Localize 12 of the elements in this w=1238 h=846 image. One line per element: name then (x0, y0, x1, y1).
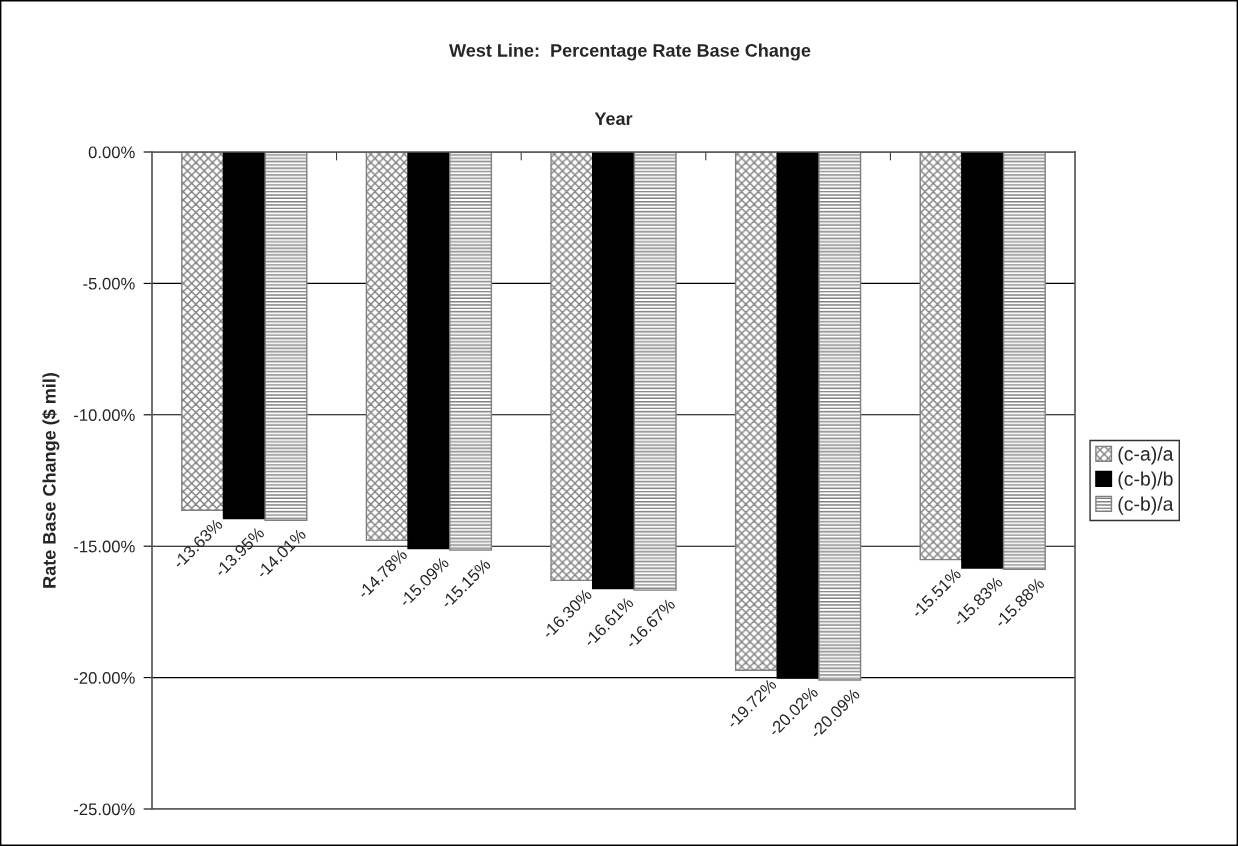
x-axis-title: Year (594, 112, 633, 126)
y-tick-label: -10.00% (74, 409, 135, 421)
legend-label: (c-b)/b (1118, 471, 1173, 490)
chart-title: West Line: Percentage Rate Base Change (449, 43, 811, 61)
y-tick-label: 0.00% (88, 146, 135, 159)
y-tick-label: -25.00% (74, 803, 135, 816)
legend-label: (c-a)/a (1118, 446, 1174, 465)
y-tick-label: -5.00% (83, 277, 135, 290)
legend-label: (c-b)/a (1118, 496, 1174, 515)
y-tick-label: -15.00% (74, 540, 135, 553)
y-tick-label: -20.00% (74, 672, 135, 684)
y-axis-title: Rate Base Change ($ mil) (42, 373, 60, 588)
